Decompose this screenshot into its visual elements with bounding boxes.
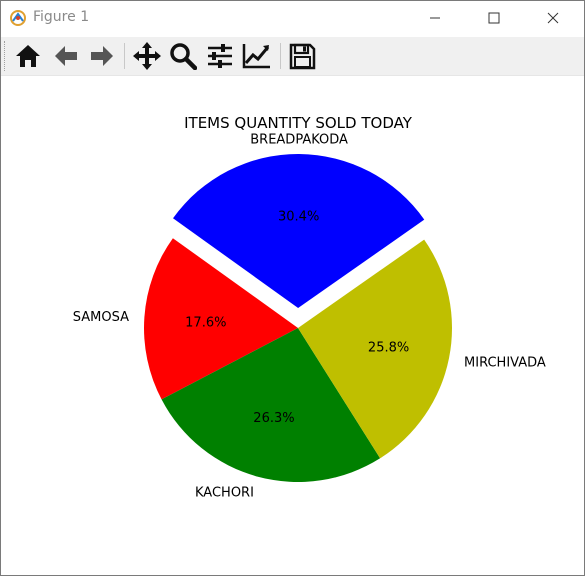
toolbar-grip [4,41,8,71]
home-icon [14,42,42,70]
app-icon [9,9,27,27]
chart-title: ITEMS QUANTITY SOLD TODAY [184,114,413,132]
pie-category-label: MIRCHIVADA [464,355,546,370]
pie-percent-label: 25.8% [368,340,409,355]
window-title: Figure 1 [33,9,89,25]
edit-axis-button[interactable] [241,40,273,72]
configure-subplots-button[interactable] [204,40,236,72]
forward-button[interactable] [86,40,118,72]
edit-axis-icon [242,42,272,70]
toolbar-separator [280,43,281,69]
move-icon [132,41,162,71]
title-bar: Figure 1 [1,1,584,35]
minimize-icon [429,12,441,24]
pie-chart: ITEMS QUANTITY SOLD TODAY 30.4% BREADPAKO… [1,76,584,575]
save-button[interactable] [286,40,318,72]
pie-percent-label: 26.3% [253,411,294,426]
minimize-button[interactable] [412,1,458,35]
zoom-button[interactable] [167,40,199,72]
pan-button[interactable] [131,40,163,72]
back-button[interactable] [50,40,82,72]
forward-arrow-icon [88,42,116,70]
save-icon [288,42,316,70]
close-button[interactable] [530,1,576,35]
navigation-toolbar [1,37,584,76]
pie-percent-label: 30.4% [278,210,319,225]
configure-subplots-icon [206,42,234,70]
home-button[interactable] [12,40,44,72]
pie-category-label: KACHORI [195,486,254,501]
pie-category-label: SAMOSA [73,310,129,325]
pie-category-label: BREADPAKODA [250,133,348,148]
close-icon [547,12,559,24]
zoom-icon [169,42,197,70]
maximize-icon [488,12,500,24]
toolbar-separator [124,43,125,69]
back-arrow-icon [52,42,80,70]
pie-percent-label: 17.6% [185,316,226,331]
figure-canvas: ITEMS QUANTITY SOLD TODAY 30.4% BREADPAKO… [1,76,584,575]
maximize-button[interactable] [471,1,517,35]
